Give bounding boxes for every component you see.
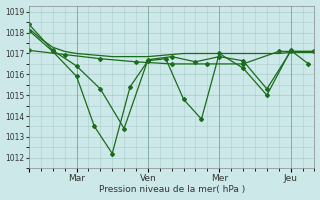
X-axis label: Pression niveau de la mer( hPa ): Pression niveau de la mer( hPa )	[99, 185, 245, 194]
